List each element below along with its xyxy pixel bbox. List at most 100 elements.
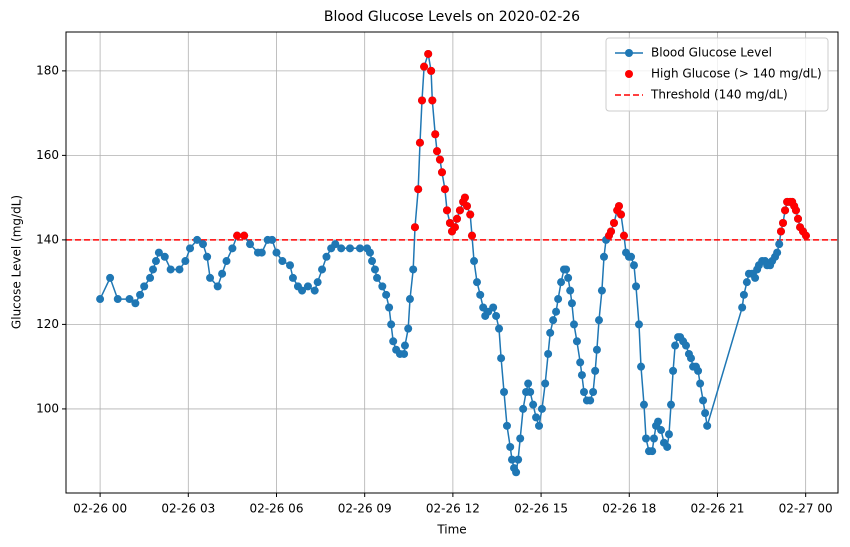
data-point <box>368 257 377 266</box>
data-point <box>751 273 760 282</box>
data-point <box>781 206 790 215</box>
data-point <box>160 252 169 261</box>
data-point <box>405 295 414 304</box>
data-point <box>431 130 440 139</box>
data-point <box>637 362 646 371</box>
data-point <box>773 248 782 257</box>
data-point <box>642 434 651 443</box>
data-point <box>516 434 525 443</box>
data-point <box>738 303 747 312</box>
data-point <box>592 345 601 354</box>
data-point <box>663 442 672 451</box>
data-point <box>462 202 471 211</box>
data-point <box>634 320 643 329</box>
data-point <box>576 358 585 367</box>
data-point <box>470 257 479 266</box>
data-point <box>106 273 115 282</box>
data-point <box>400 341 409 350</box>
data-point <box>467 231 476 240</box>
data-point <box>389 337 398 346</box>
data-point <box>779 218 788 227</box>
data-point <box>452 214 461 223</box>
data-point <box>387 320 396 329</box>
data-point <box>607 227 616 236</box>
data-point <box>355 244 364 253</box>
data-point <box>410 223 419 232</box>
x-tick-label: 02-26 03 <box>161 502 215 516</box>
data-point <box>140 282 149 291</box>
x-axis-label: Time <box>436 523 466 537</box>
x-tick-label: 02-26 21 <box>690 502 744 516</box>
y-tick-label: 160 <box>36 148 59 162</box>
data-point <box>213 282 222 291</box>
data-point <box>228 244 237 253</box>
data-point <box>378 282 387 291</box>
x-tick-label: 02-26 12 <box>426 502 480 516</box>
data-point <box>648 447 657 456</box>
data-point <box>472 278 481 287</box>
data-point <box>541 379 550 388</box>
data-point <box>404 324 413 333</box>
legend-label: High Glucose (> 140 mg/dL) <box>651 67 822 81</box>
data-point <box>667 400 676 409</box>
data-point <box>639 400 648 409</box>
data-point <box>278 257 287 266</box>
data-point <box>589 388 598 397</box>
data-point <box>529 400 538 409</box>
data-point <box>268 235 277 244</box>
legend-swatch-marker <box>625 49 633 57</box>
data-point <box>554 295 563 304</box>
data-point <box>546 328 555 337</box>
x-tick-label: 02-26 00 <box>73 502 127 516</box>
data-point <box>418 96 427 105</box>
data-point <box>382 290 391 299</box>
data-point <box>492 311 501 320</box>
data-point <box>175 265 184 274</box>
data-point <box>420 62 429 71</box>
legend-swatch-marker <box>625 70 633 78</box>
data-point <box>125 295 134 304</box>
data-point <box>586 396 595 405</box>
data-point <box>181 257 190 266</box>
data-point <box>696 379 705 388</box>
data-point <box>794 214 803 223</box>
data-point <box>524 379 533 388</box>
data-point <box>166 265 175 274</box>
data-point <box>331 240 340 249</box>
y-tick-label: 140 <box>36 232 59 246</box>
data-point <box>186 244 195 253</box>
data-point <box>489 303 498 312</box>
data-point <box>154 248 163 257</box>
data-point <box>233 231 242 240</box>
data-point <box>739 290 748 299</box>
x-tick-label: 02-26 09 <box>338 502 392 516</box>
data-point <box>113 295 122 304</box>
data-point <box>414 185 423 194</box>
data-point <box>537 404 546 413</box>
data-point <box>203 252 212 261</box>
data-point <box>424 49 433 58</box>
data-point <box>272 248 281 257</box>
data-point <box>682 341 691 350</box>
data-point <box>519 404 528 413</box>
data-point <box>627 252 636 261</box>
data-point <box>500 388 509 397</box>
data-point <box>506 442 515 451</box>
data-point <box>428 96 437 105</box>
data-point <box>240 231 249 240</box>
chart-title: Blood Glucose Levels on 2020-02-26 <box>324 9 580 25</box>
data-point <box>577 371 586 380</box>
data-point <box>671 341 680 350</box>
data-point <box>694 366 703 375</box>
data-point <box>579 388 588 397</box>
y-tick-label: 100 <box>36 401 59 415</box>
data-point <box>476 290 485 299</box>
data-point <box>669 366 678 375</box>
data-point <box>532 413 541 422</box>
data-point <box>298 286 307 295</box>
data-point <box>286 261 295 270</box>
data-point <box>415 138 424 147</box>
data-point <box>557 278 566 287</box>
data-point <box>450 223 459 232</box>
legend-box <box>605 37 829 112</box>
